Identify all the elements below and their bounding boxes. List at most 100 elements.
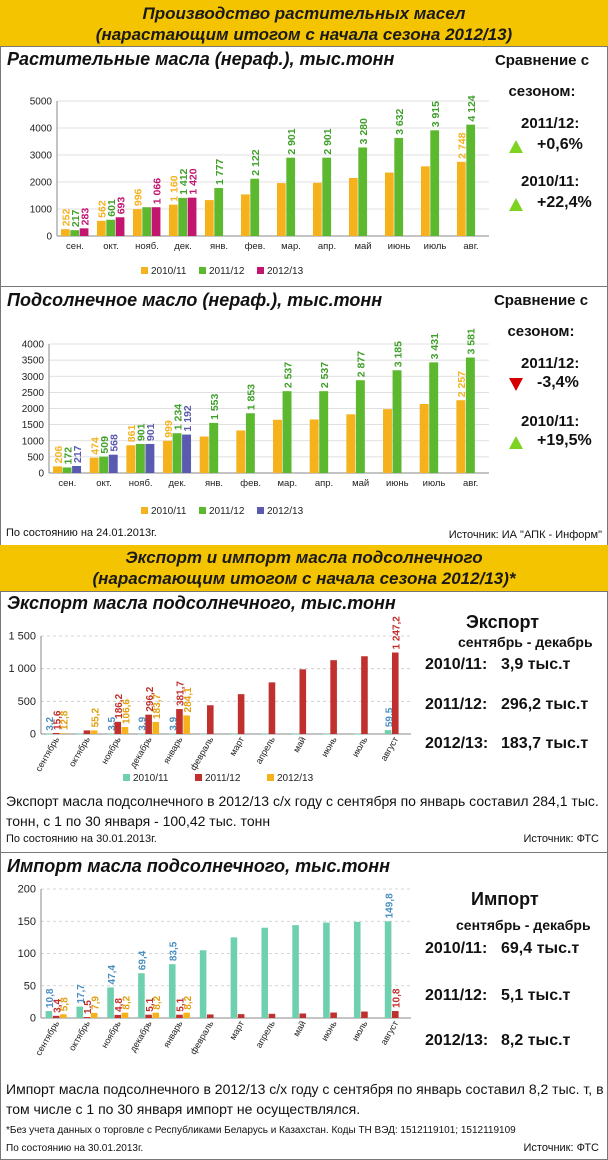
x-tick-label: фев.	[245, 241, 266, 252]
panel-export: Экспорт масла подсолнечного, тыс.тонн Эк…	[0, 591, 608, 853]
data-label: 3 581	[466, 328, 478, 354]
x-tick-label: январь	[161, 735, 184, 766]
data-label: 59,5	[384, 707, 395, 727]
bar	[299, 1013, 307, 1018]
x-tick-label: окт.	[103, 241, 118, 252]
bar	[466, 124, 476, 236]
data-label: 12,8	[60, 710, 71, 730]
data-label: 3 431	[429, 333, 441, 359]
bar	[322, 157, 332, 236]
y-tick-label: 0	[30, 729, 36, 741]
bar	[126, 445, 136, 473]
data-label: 55,2	[90, 707, 101, 727]
bar	[292, 925, 299, 1018]
data-label: 69,4	[138, 950, 149, 970]
data-label: 1 777	[214, 159, 226, 185]
data-label: 509	[99, 436, 111, 454]
bar	[346, 414, 356, 473]
bar	[135, 443, 145, 473]
x-tick-label: авг.	[463, 478, 478, 489]
compare-2011-label: 2011/12:	[521, 115, 580, 132]
x-tick-label: август	[379, 735, 401, 763]
data-label: 3 915	[430, 101, 442, 127]
data-label: 83,5	[169, 941, 180, 961]
bar	[309, 419, 319, 473]
bar	[115, 217, 125, 236]
y-tick-label: 1 500	[8, 631, 36, 643]
bar	[250, 178, 260, 236]
x-tick-label: март	[227, 735, 246, 757]
bar	[245, 413, 255, 473]
bar	[45, 1011, 53, 1018]
data-label: 3 185	[392, 341, 404, 367]
x-tick-label: ноябрь	[99, 1019, 123, 1050]
bar	[60, 229, 70, 236]
bar	[330, 660, 337, 734]
bar	[183, 715, 190, 734]
bar	[121, 727, 129, 734]
x-tick-label: сен.	[58, 478, 76, 489]
x-tick-label: окт.	[96, 478, 111, 489]
header-export-import-line1: Экспорт и импорт масла подсолнечного	[125, 548, 483, 567]
y-tick-label: 1500	[22, 420, 45, 431]
x-tick-label: декабрь	[128, 1019, 154, 1054]
bar	[330, 1012, 337, 1018]
bar	[419, 403, 429, 473]
legend-swatch	[199, 507, 206, 514]
data-label: 8,2	[121, 995, 132, 1009]
data-label: 5,8	[60, 997, 71, 1011]
panel-import: Импорт масла подсолнечного, тыс.тонн Имп…	[0, 852, 608, 1160]
panel-sunflower-oil: Подсолнечное масло (нераф.), тыс.тонн Ср…	[0, 286, 608, 546]
bar	[70, 230, 80, 236]
data-label: 10,8	[392, 988, 403, 1008]
data-label: 2 901	[322, 128, 334, 154]
bar	[323, 922, 330, 1018]
data-label: 999	[163, 420, 175, 438]
bar	[384, 921, 392, 1018]
bar	[168, 964, 176, 1018]
x-tick-label: май	[354, 241, 371, 252]
data-label: 4,8	[114, 998, 125, 1012]
data-label: 5,1	[176, 997, 187, 1011]
compare-title-line2: сезоном:	[508, 83, 576, 100]
x-tick-label: сентябрь	[33, 1019, 61, 1057]
bar	[52, 732, 60, 734]
x-tick-label: июнь	[319, 1019, 339, 1043]
bar	[319, 391, 329, 473]
bar	[99, 456, 109, 473]
data-label: 568	[109, 434, 121, 452]
y-tick-label: 4000	[22, 340, 45, 351]
bar	[114, 721, 122, 734]
legend-swatch	[257, 507, 264, 514]
arrow-up-icon	[509, 436, 523, 449]
arrow-down-icon	[509, 378, 523, 391]
bar	[176, 709, 183, 734]
data-label: 3 280	[358, 118, 370, 144]
bar	[183, 1012, 190, 1018]
y-tick-label: 4000	[30, 124, 53, 135]
bar	[230, 937, 238, 1018]
x-tick-label: апр.	[318, 241, 336, 252]
legend-label: 2012/13	[267, 266, 304, 277]
y-tick-label: 3000	[30, 151, 53, 162]
compare-title-line1: Сравнение с	[493, 292, 589, 309]
bar	[237, 694, 245, 734]
header-production: Производство растительных масел (нараста…	[0, 0, 608, 46]
y-tick-label: 3500	[22, 356, 45, 367]
x-tick-label: июль	[350, 1019, 370, 1043]
x-tick-label: мар.	[277, 478, 297, 489]
export-row-2011-value: 296,2 тыс.т	[501, 696, 589, 713]
bar	[108, 454, 118, 473]
y-tick-label: 500	[27, 452, 44, 463]
header-production-line1: Производство растительных масел	[142, 4, 466, 23]
x-tick-label: июнь	[386, 478, 409, 489]
bar	[107, 733, 114, 735]
y-tick-label: 0	[38, 469, 44, 480]
x-tick-label: июнь	[388, 241, 411, 252]
data-label: 2 537	[282, 362, 294, 388]
date-note: По состоянию на 30.01.2013г.	[6, 1143, 144, 1154]
export-side-title: Экспорт	[466, 612, 540, 632]
x-tick-label: июнь	[319, 735, 339, 759]
bar	[392, 370, 402, 473]
legend-swatch	[199, 267, 206, 274]
